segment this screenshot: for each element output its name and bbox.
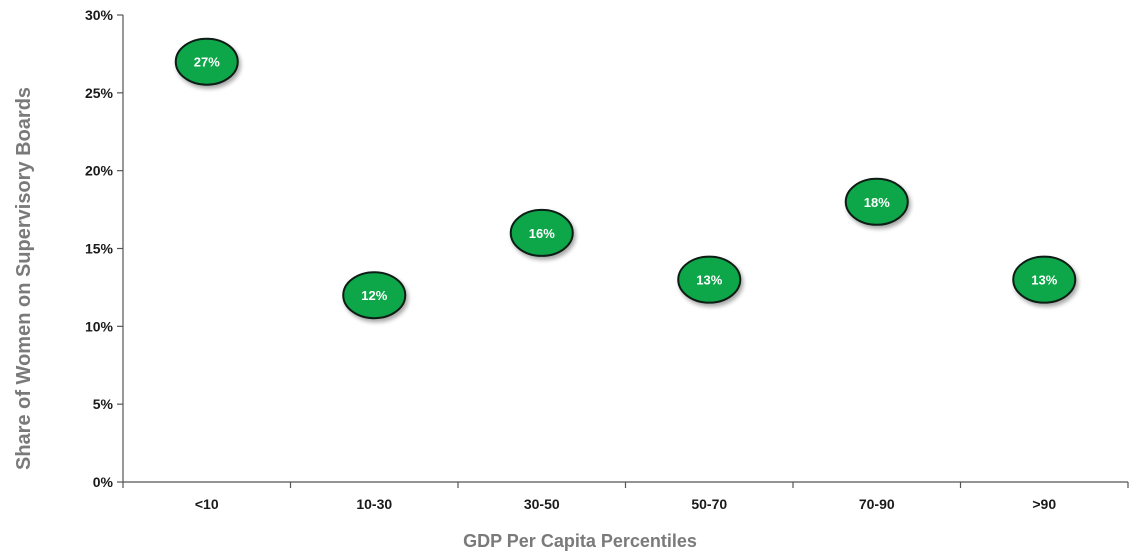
data-point-marker — [509, 208, 574, 257]
data-point-marker — [1012, 255, 1077, 304]
data-point-marker — [677, 255, 742, 304]
x-tick-label: 30-50 — [524, 496, 560, 512]
x-axis-title: GDP Per Capita Percentiles — [463, 531, 697, 551]
data-point: 27% — [174, 37, 239, 86]
x-tick-label: 70-90 — [859, 496, 895, 512]
data-point-label: 27% — [194, 55, 220, 70]
data-point-marker — [844, 177, 909, 226]
y-tick-label: 5% — [93, 396, 114, 412]
data-point: 13% — [1012, 255, 1077, 304]
x-tick-label: <10 — [195, 496, 219, 512]
data-point: 18% — [844, 177, 909, 226]
data-point: 12% — [342, 271, 407, 320]
y-tick-label: 30% — [85, 7, 114, 23]
data-point-label: 16% — [529, 226, 555, 241]
data-points: 27% 12% 16% 13% 18% 13% — [174, 37, 1077, 320]
x-tick-label: >90 — [1032, 496, 1056, 512]
y-tick-label: 0% — [93, 474, 114, 490]
data-point-label: 13% — [696, 273, 722, 288]
y-axis-title: Share of Women on Supervisory Boards — [13, 87, 35, 470]
data-point-label: 12% — [361, 288, 387, 303]
y-tick-label: 20% — [85, 163, 114, 179]
data-point-label: 18% — [864, 195, 890, 210]
data-point: 13% — [677, 255, 742, 304]
x-axis-ticks: <10 10-30 30-50 50-70 70-90 >90 — [122, 482, 1129, 512]
y-tick-label: 25% — [85, 85, 114, 101]
y-tick-label: 10% — [85, 318, 114, 334]
x-tick-label: 50-70 — [691, 496, 727, 512]
data-point-marker — [342, 271, 407, 320]
data-point: 16% — [509, 208, 574, 257]
data-point-label: 13% — [1031, 273, 1057, 288]
y-tick-label: 15% — [85, 241, 114, 257]
x-tick-label: 10-30 — [356, 496, 392, 512]
y-axis-ticks: 0% 5% 10% 15% 20% 25% 30% — [85, 7, 123, 490]
data-point-marker — [174, 37, 239, 86]
